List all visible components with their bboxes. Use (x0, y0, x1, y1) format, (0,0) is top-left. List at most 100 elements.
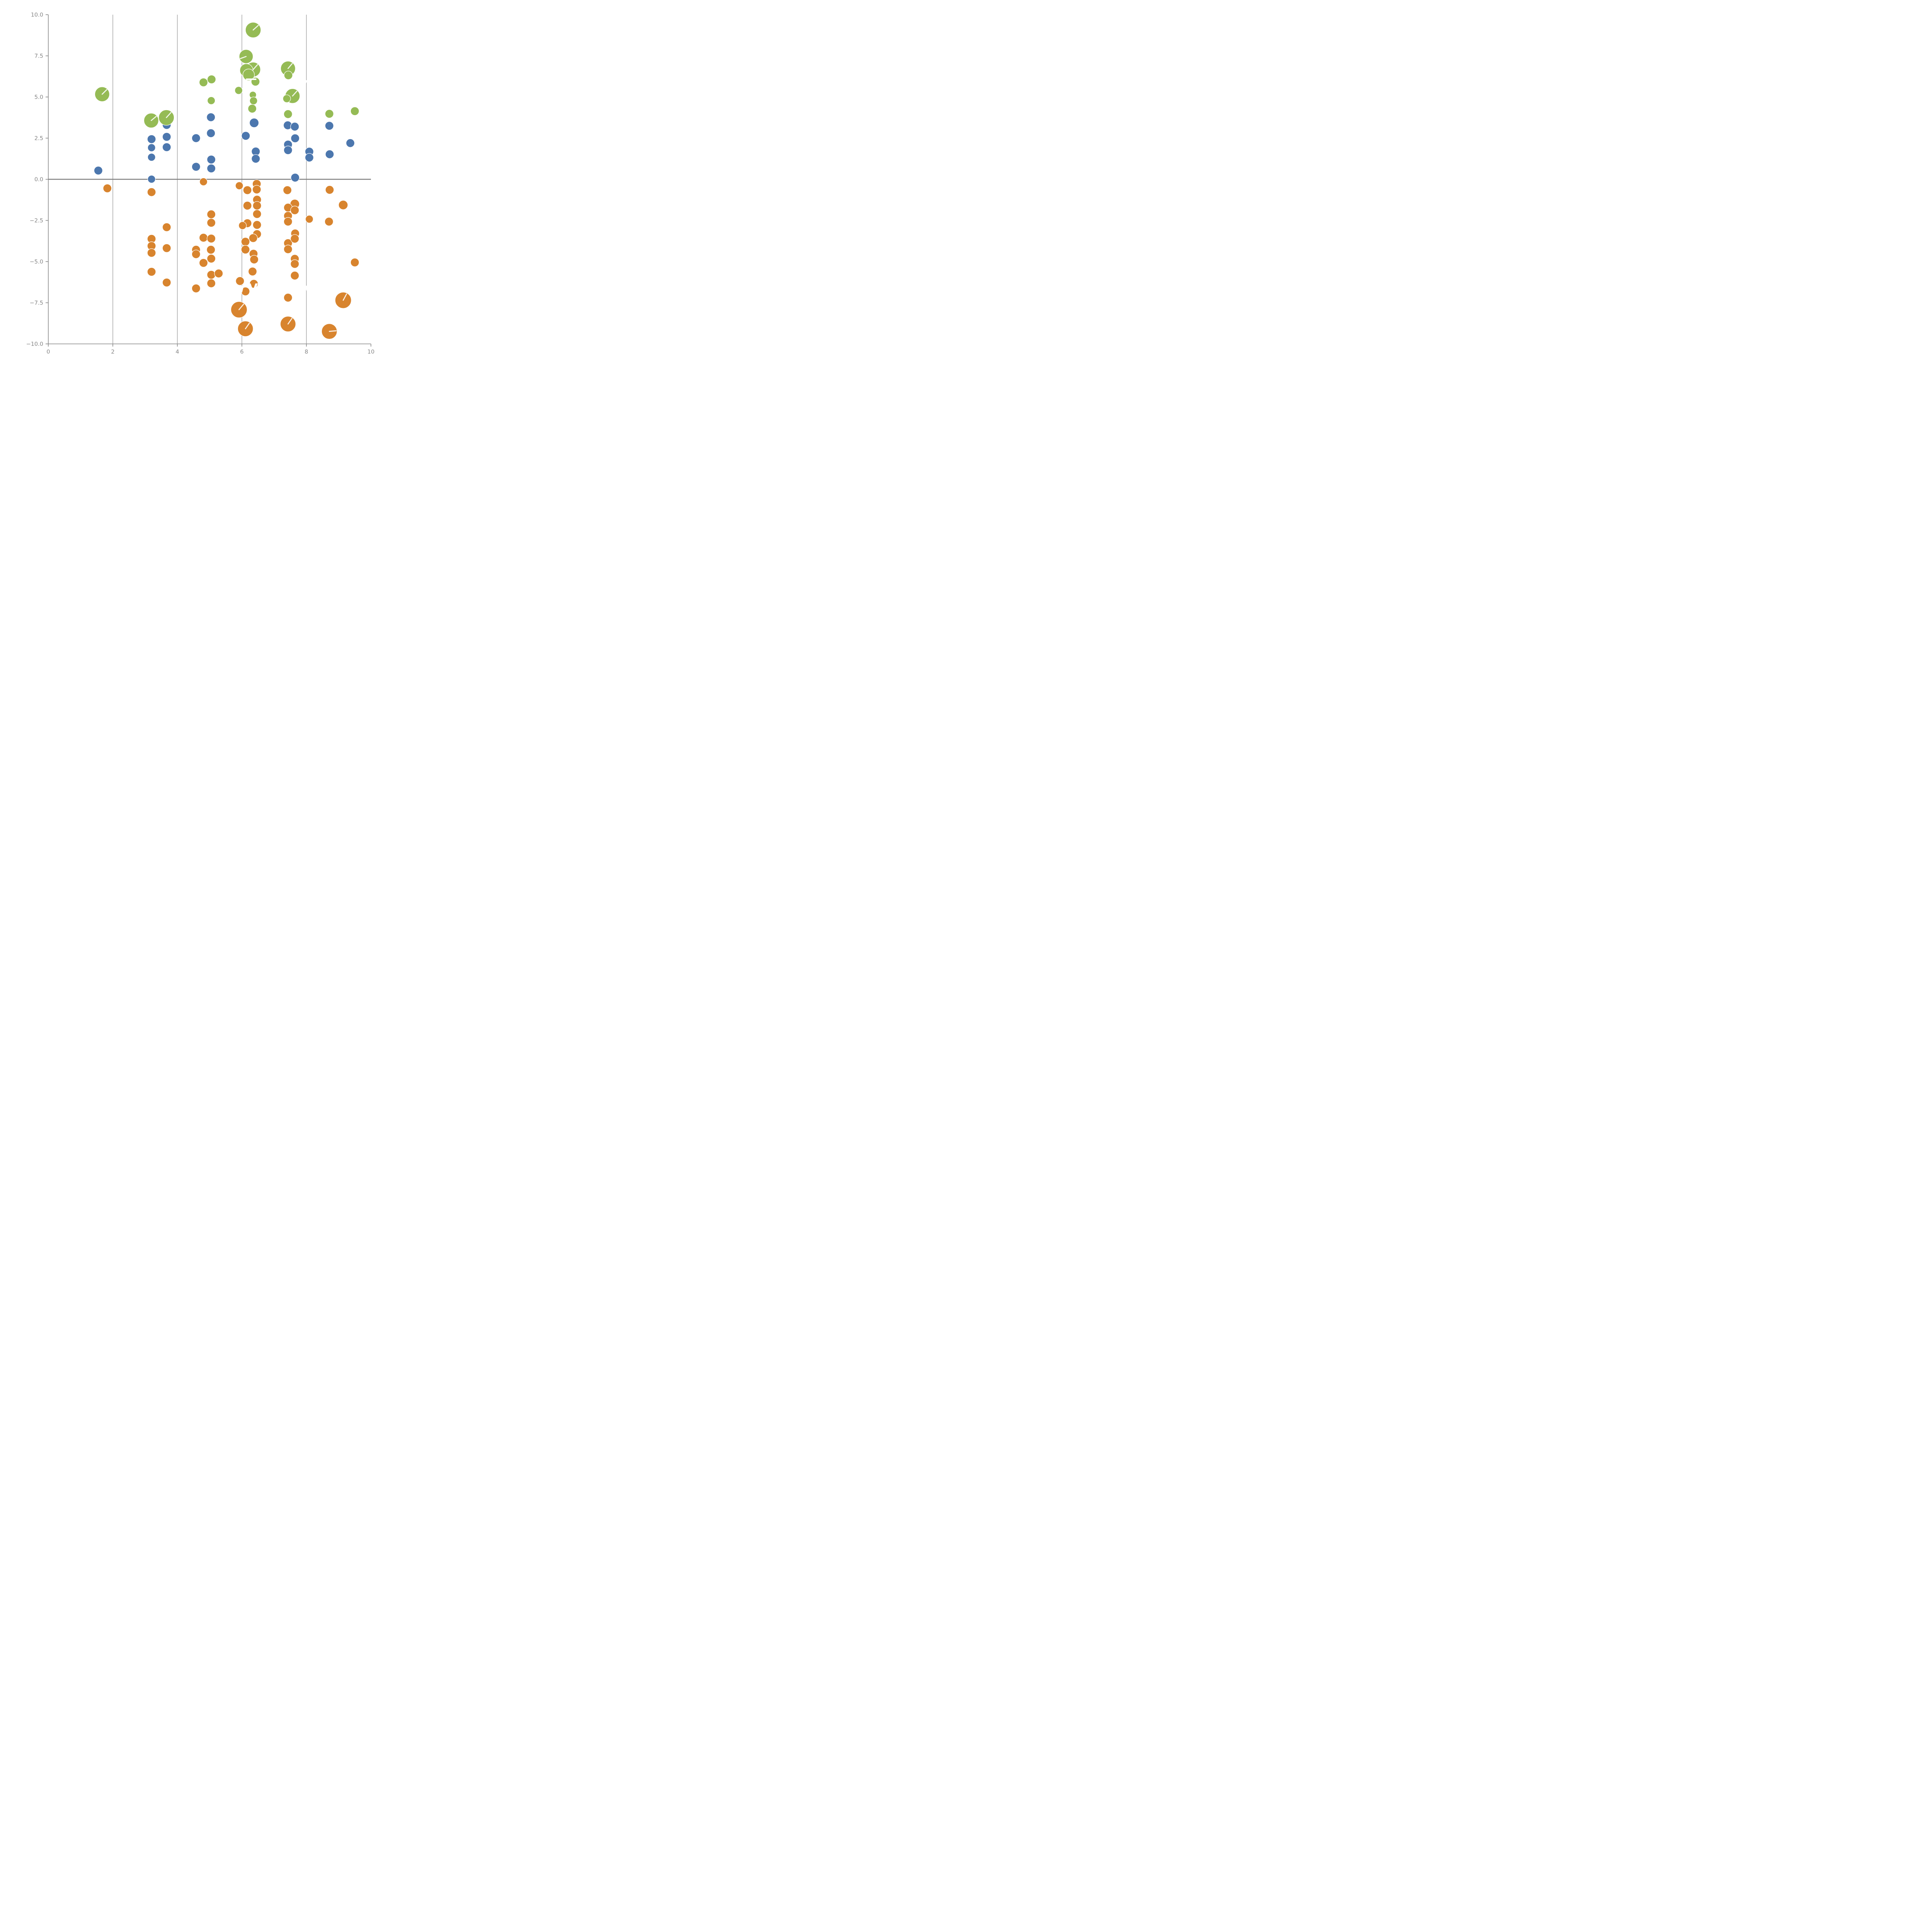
x-tick-label: 8 (304, 349, 308, 355)
data-point (248, 267, 257, 276)
data-point (206, 245, 216, 254)
data-point (191, 133, 201, 143)
data-point (243, 185, 252, 195)
bubble-slash (252, 25, 259, 31)
data-point (283, 217, 293, 226)
x-tick-label: 0 (46, 349, 50, 355)
data-point (241, 131, 250, 141)
data-point (207, 218, 216, 228)
watermark-fragments: il — / wVI K/w (109, 67, 311, 296)
data-point (147, 153, 156, 162)
tick-labels: 10.0 7.5 5.0 2.5 0.0 −2.5 −5.0 −7.5 −10.00 2 4 6 8 10 (26, 12, 375, 355)
data-point (290, 234, 299, 243)
series-green (94, 22, 359, 128)
data-point (305, 215, 314, 223)
data-point (191, 250, 201, 259)
data-point (207, 210, 216, 219)
data-point (162, 143, 171, 152)
data-point (283, 185, 292, 195)
data-point (207, 96, 216, 105)
plot-svg: il — / wVI K/w 10.0 7.5 5.0 2.5 0.0 −2.5 −5.0 −7.5… (26, 12, 375, 355)
bubble-highlight-slashes (102, 25, 347, 332)
data-point (290, 206, 299, 215)
watermark-text: / (303, 78, 308, 92)
data-point (325, 150, 334, 159)
y-tick-label: 0.0 (34, 177, 43, 183)
data-point (206, 129, 216, 138)
y-tick-label: 7.5 (34, 53, 43, 60)
data-point (234, 86, 243, 95)
data-point (251, 154, 260, 163)
bubble-slash (252, 64, 258, 70)
watermark-text: — (245, 72, 258, 85)
data-point (207, 164, 216, 173)
data-point (248, 233, 258, 243)
y-tick-label: 5.0 (34, 94, 43, 100)
data-point (162, 223, 171, 232)
data-point (147, 175, 156, 184)
data-point (235, 182, 243, 190)
data-point (350, 258, 359, 267)
data-point (283, 146, 293, 155)
data-point (250, 255, 259, 264)
data-point (238, 221, 247, 230)
bubble-slash (166, 112, 172, 118)
x-tick-label: 4 (175, 349, 179, 355)
data-point (214, 269, 223, 278)
data-point (284, 71, 293, 80)
data-point (350, 107, 359, 116)
axes (46, 14, 371, 347)
series-blue (94, 112, 355, 184)
bubble-chart: il — / wVI K/w 10.0 7.5 5.0 2.5 0.0 −2.5 −5.0 −7.5… (0, 0, 386, 386)
bubble-slash (342, 293, 347, 301)
y-tick-label: 2.5 (34, 136, 43, 142)
data-point (162, 243, 171, 253)
y-tick-label: −7.5 (30, 300, 43, 306)
data-point (325, 185, 334, 194)
data-point (191, 162, 201, 172)
data-point (147, 143, 156, 152)
data-point (241, 287, 250, 296)
bubble-slash (240, 56, 247, 59)
data-point (243, 201, 252, 210)
data-point (324, 217, 334, 226)
data-point (147, 248, 156, 258)
y-tick-label: −10.0 (26, 341, 43, 347)
data-point (147, 187, 156, 197)
data-point (345, 138, 355, 148)
data-point (325, 109, 334, 119)
data-point (249, 97, 258, 105)
data-point (283, 109, 293, 119)
x-tick-label: 6 (240, 349, 243, 355)
y-tick-label: −2.5 (30, 218, 43, 224)
data-point (207, 254, 216, 263)
data-point (207, 75, 216, 84)
data-point (338, 200, 348, 210)
data-point (207, 270, 216, 279)
y-tick-label: 10.0 (31, 12, 43, 18)
data-point (283, 293, 293, 302)
series-orange (103, 177, 359, 340)
data-point (304, 153, 314, 162)
data-point (241, 237, 250, 247)
data-point (251, 77, 260, 86)
data-point (248, 104, 257, 113)
data-point (290, 259, 299, 269)
x-tick-label: 2 (111, 349, 114, 355)
bubble-slash (102, 89, 107, 95)
data-point (252, 201, 262, 210)
y-tick-label: −5.0 (30, 259, 43, 265)
data-point (94, 166, 103, 175)
data-point (283, 245, 293, 254)
x-tick-label: 10 (367, 349, 374, 355)
data-points (94, 22, 359, 340)
data-point (207, 234, 216, 243)
data-point (162, 278, 171, 287)
data-point (147, 267, 156, 277)
data-point (207, 279, 216, 288)
data-point (291, 134, 300, 143)
data-point (199, 177, 208, 186)
data-point (252, 185, 262, 194)
bubble-slash (328, 330, 337, 332)
bubble-slash (292, 90, 298, 97)
